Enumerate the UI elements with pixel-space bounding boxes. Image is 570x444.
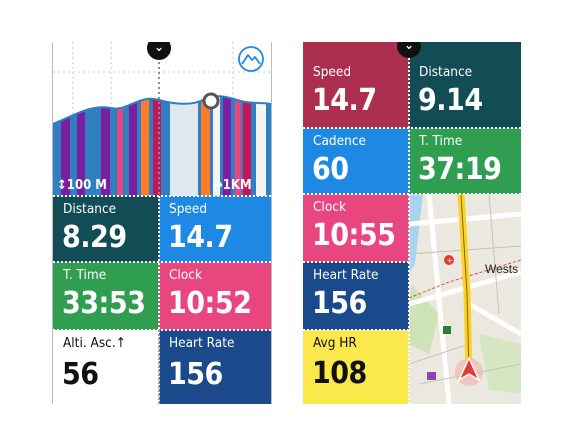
map-view[interactable]: + Wests <box>409 194 521 404</box>
field-heart-rate[interactable]: Heart Rate 156 <box>159 330 271 404</box>
divider <box>303 193 521 195</box>
field-value: 8.29 <box>62 220 127 255</box>
ride-screen-map: Speed 14.7 Distance 9.14 Cadence 60 T. T… <box>303 42 521 404</box>
field-speed[interactable]: Speed 14.7 <box>159 196 271 262</box>
position-marker <box>202 92 220 110</box>
divider <box>158 196 160 404</box>
field-label: Clock <box>169 267 202 283</box>
elevation-graph <box>53 42 271 196</box>
divider <box>303 127 521 129</box>
field-label: Distance <box>63 201 117 217</box>
field-clock[interactable]: Clock 10:52 <box>159 262 271 330</box>
field-label: Avg HR <box>313 335 357 351</box>
field-label: Speed <box>313 64 352 80</box>
field-value: 33:53 <box>62 286 146 321</box>
distance-scale-label: ↔1KM <box>213 178 252 193</box>
mountain-icon[interactable] <box>238 46 264 72</box>
field-value: 108 <box>312 356 367 391</box>
field-label: Cadence <box>313 133 366 149</box>
field-value: 37:19 <box>418 152 502 187</box>
field-value: 14.7 <box>168 220 233 255</box>
map-street-label: Wests <box>485 262 519 276</box>
elevation-scale-label: ↕100 M <box>57 178 107 193</box>
divider <box>53 329 271 331</box>
field-heart-rate[interactable]: Heart Rate 156 <box>303 262 409 330</box>
field-label: Alti. Asc.↑ <box>63 335 126 351</box>
divider <box>53 195 271 197</box>
map-graphic: + <box>409 194 521 404</box>
chevron-down-icon[interactable]: ⌄ <box>397 42 421 58</box>
field-total-time[interactable]: T. Time 33:53 <box>53 262 159 330</box>
chevron-down-icon[interactable]: ⌄ <box>147 42 171 60</box>
field-distance[interactable]: Distance 9.14 <box>409 42 521 128</box>
field-label: T. Time <box>419 133 463 149</box>
field-label: Heart Rate <box>169 335 235 351</box>
fuel-icon <box>443 326 451 334</box>
field-clock[interactable]: Clock 10:55 <box>303 194 409 262</box>
field-avg-heart-rate[interactable]: Avg HR 108 <box>303 330 409 404</box>
field-speed[interactable]: Speed 14.7 <box>303 42 409 128</box>
elevation-profile[interactable]: ↕100 M ↔1KM <box>53 42 271 196</box>
field-label: Heart Rate <box>313 267 379 283</box>
ride-screen-elevation: ↕100 M ↔1KM Distance 8.29 Speed 14.7 T. … <box>52 42 272 404</box>
shop-icon <box>427 372 436 380</box>
hospital-icon <box>444 255 454 265</box>
field-altitude-ascent[interactable]: Alti. Asc.↑ 56 <box>53 330 159 404</box>
position-arrow-icon <box>457 356 481 382</box>
field-value: 9.14 <box>418 83 483 118</box>
divider <box>408 42 410 404</box>
field-distance[interactable]: Distance 8.29 <box>53 196 159 262</box>
divider <box>303 329 409 331</box>
divider <box>53 261 271 263</box>
field-label: Clock <box>313 199 346 215</box>
divider <box>303 261 409 263</box>
divider <box>158 330 160 404</box>
field-value: 10:55 <box>312 218 396 253</box>
field-value: 156 <box>168 357 223 392</box>
svg-text:+: + <box>447 256 454 265</box>
field-cadence[interactable]: Cadence 60 <box>303 128 409 194</box>
field-label: T. Time <box>63 267 107 283</box>
field-value: 60 <box>312 152 349 187</box>
field-value: 14.7 <box>312 83 377 118</box>
field-total-time[interactable]: T. Time 37:19 <box>409 128 521 194</box>
field-value: 10:52 <box>168 286 252 321</box>
field-label: Speed <box>169 201 208 217</box>
field-value: 56 <box>62 357 99 392</box>
field-value: 156 <box>312 286 367 321</box>
field-label: Distance <box>419 64 473 80</box>
